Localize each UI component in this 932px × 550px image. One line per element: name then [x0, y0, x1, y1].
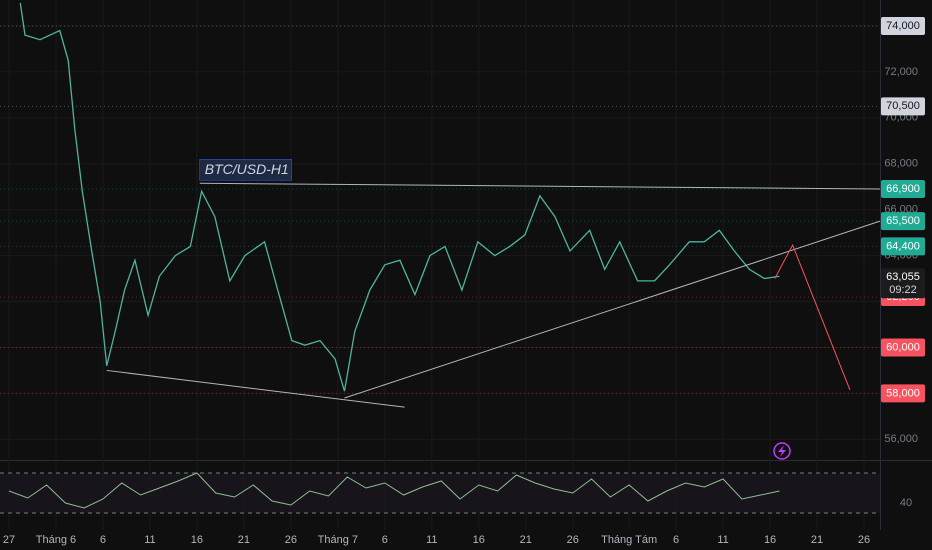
- price-label: 65,500: [886, 215, 920, 227]
- y-tick-label: 56,000: [884, 433, 918, 445]
- x-tick-label: Tháng 6: [36, 534, 76, 546]
- price-label: 58,000: [886, 387, 920, 399]
- trendline: [774, 243, 851, 391]
- rsi-tick-label: 40: [900, 497, 912, 509]
- price-label-box: [881, 237, 925, 256]
- price-label-box: [881, 338, 925, 357]
- x-tick-label: Tháng 7: [318, 534, 358, 546]
- x-tick-label: 26: [567, 534, 579, 546]
- x-tick-label: 26: [285, 534, 297, 546]
- alert-icon[interactable]: [773, 442, 791, 460]
- x-tick-label: 21: [520, 534, 532, 546]
- x-tick-label: 26: [858, 534, 870, 546]
- x-tick-label: 11: [717, 534, 728, 546]
- trendline: [199, 182, 881, 190]
- last-price: 63,055: [886, 271, 920, 283]
- rsi-band-fill: [0, 473, 880, 513]
- price-label-box: [881, 384, 925, 403]
- last-price-box: [881, 268, 925, 299]
- x-tick-label: 6: [382, 534, 388, 546]
- y-tick-label: 68,000: [884, 158, 918, 170]
- price-label: 74,000: [886, 20, 920, 32]
- x-tick-label: 21: [811, 534, 823, 546]
- x-tick-label: 11: [426, 534, 437, 546]
- price-label: 70,500: [886, 100, 920, 112]
- y-tick-label: 64,000: [884, 250, 918, 262]
- y-tick-label: 72,000: [884, 66, 918, 78]
- price-label-box: [881, 16, 925, 35]
- price-label: 64,400: [886, 240, 920, 252]
- annotation: BTC/USD-H1: [205, 161, 289, 177]
- price-label-box: [881, 97, 925, 116]
- price-label-box: [881, 212, 925, 231]
- x-tick-label: 6: [100, 534, 106, 546]
- alert-bolt: [778, 445, 786, 457]
- x-tick-label: 16: [764, 534, 776, 546]
- x-tick-label: Tháng Tám: [601, 534, 657, 546]
- trendline: [106, 369, 405, 408]
- price-line-series: [19, 2, 780, 392]
- trendline: [344, 220, 881, 399]
- price-label: 60,000: [886, 341, 920, 353]
- annotation-box: [199, 159, 293, 181]
- rsi-line: [8, 472, 780, 509]
- countdown: 09:22: [889, 284, 917, 296]
- price-label-box: [881, 180, 925, 199]
- x-tick-label: 27: [3, 534, 15, 546]
- x-tick-label: 6: [673, 534, 679, 546]
- price-label: 66,900: [886, 183, 920, 195]
- x-tick-label: 11: [144, 534, 155, 546]
- x-tick-label: 21: [238, 534, 250, 546]
- x-tick-label: 16: [473, 534, 485, 546]
- x-tick-label: 16: [191, 534, 203, 546]
